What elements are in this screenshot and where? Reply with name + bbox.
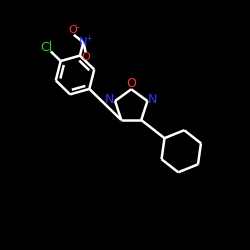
Text: Cl: Cl	[41, 41, 53, 54]
Text: N: N	[79, 37, 88, 47]
Text: -: -	[76, 22, 79, 32]
Text: +: +	[85, 34, 92, 43]
Text: O: O	[68, 25, 77, 35]
Text: N: N	[105, 93, 114, 106]
Text: O: O	[82, 52, 90, 62]
Text: N: N	[148, 93, 158, 106]
Text: O: O	[126, 77, 136, 90]
